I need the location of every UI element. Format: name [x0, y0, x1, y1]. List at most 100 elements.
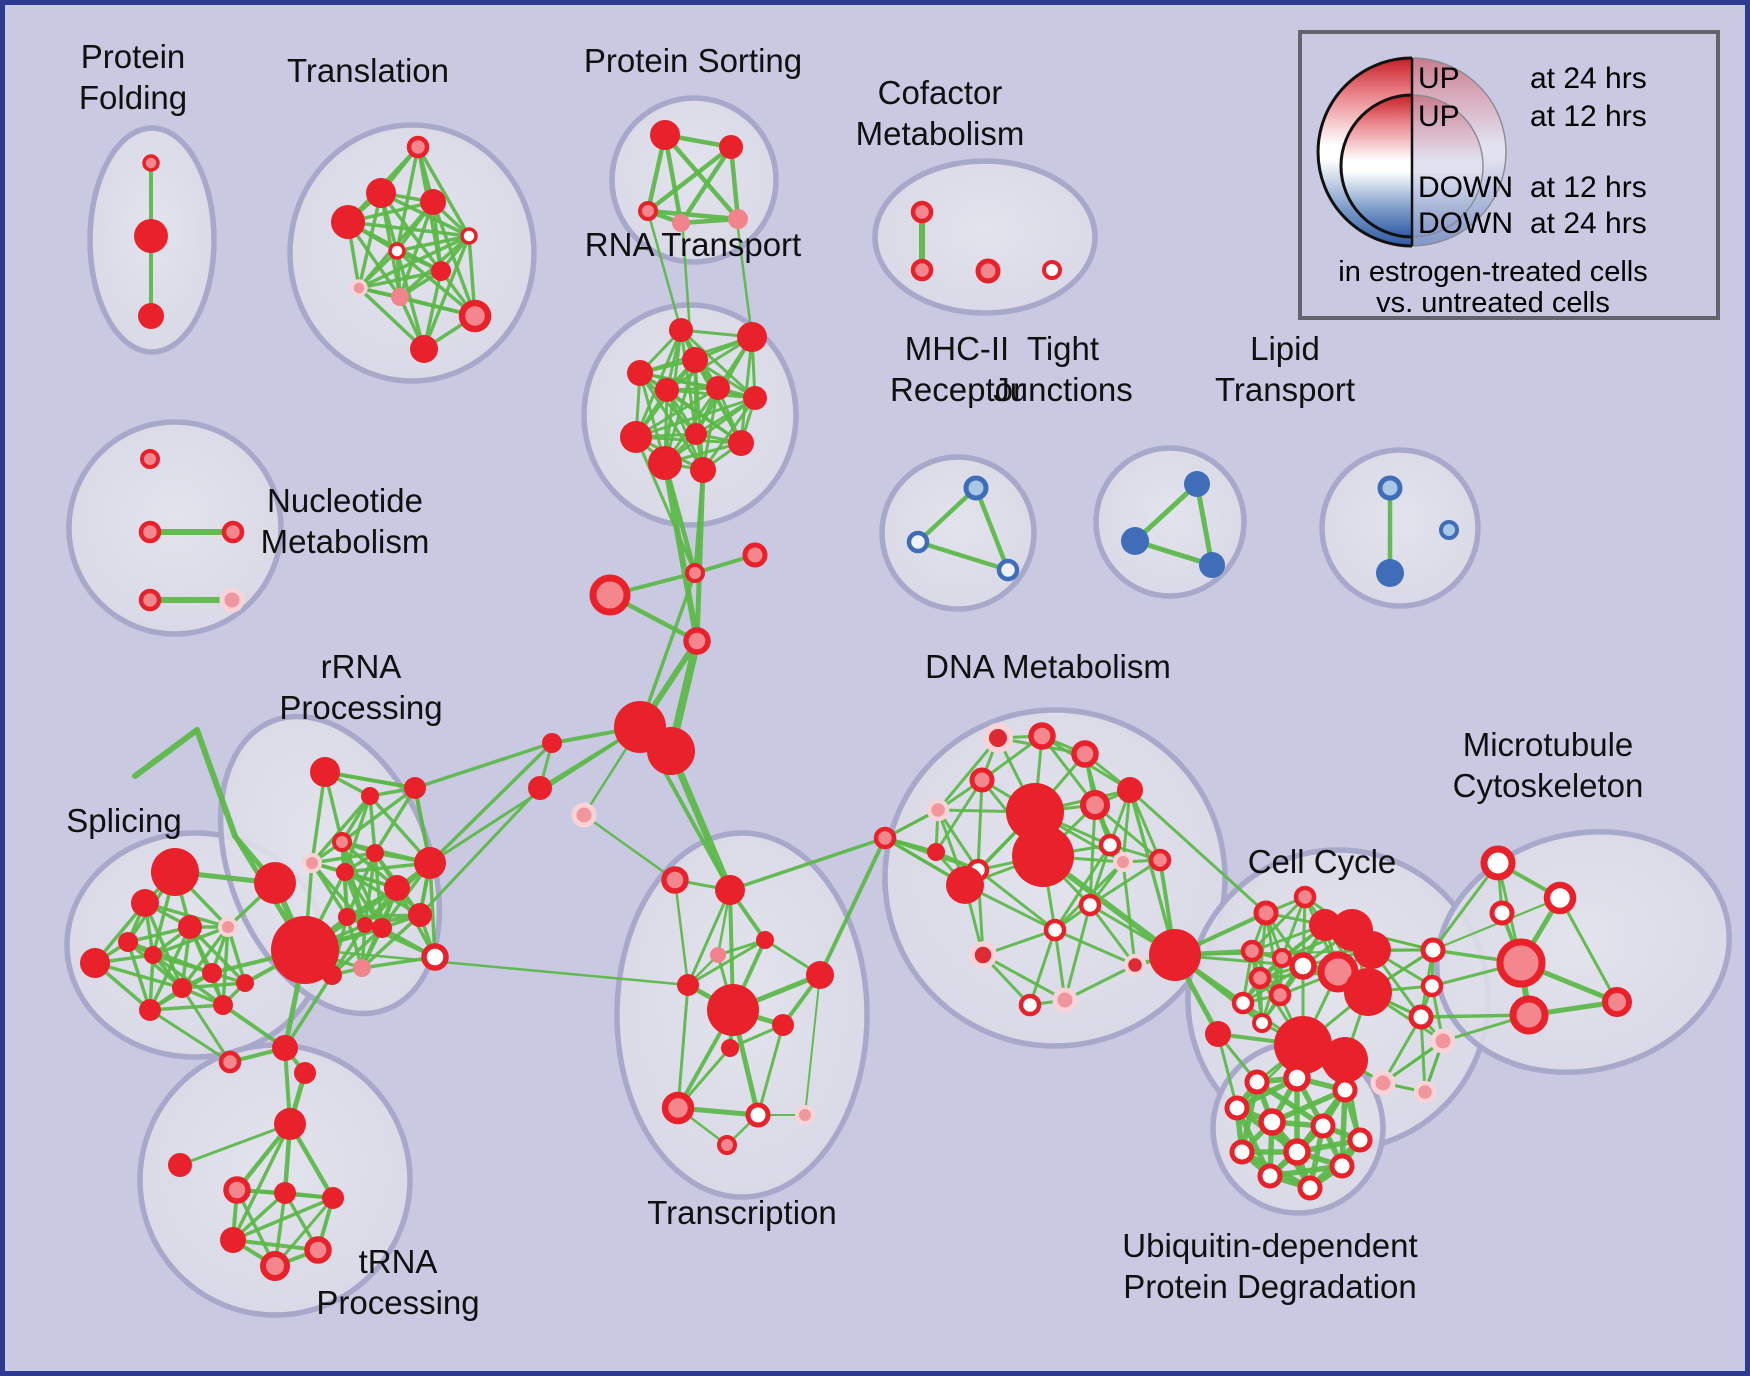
gene-node[interactable] [1439, 520, 1459, 540]
gene-node[interactable] [1322, 1037, 1368, 1083]
gene-node[interactable] [1353, 931, 1391, 969]
gene-node[interactable] [1283, 1064, 1311, 1092]
gene-node[interactable] [1283, 1138, 1311, 1166]
gene-node[interactable] [404, 777, 426, 799]
gene-node[interactable] [717, 1135, 737, 1155]
gene-node[interactable] [357, 917, 373, 933]
gene-node[interactable] [458, 299, 492, 333]
gene-node[interactable] [721, 1039, 739, 1057]
gene-node[interactable] [661, 1091, 695, 1125]
gene-node[interactable] [969, 941, 997, 969]
gene-node[interactable] [350, 279, 368, 297]
gene-node[interactable] [1121, 527, 1149, 555]
gene-node[interactable] [728, 209, 748, 229]
gene-node[interactable] [648, 446, 682, 480]
gene-node[interactable] [1543, 881, 1577, 915]
gene-node[interactable] [772, 1014, 794, 1036]
gene-node[interactable] [1148, 848, 1172, 872]
gene-node[interactable] [218, 917, 238, 937]
gene-node[interactable] [742, 542, 768, 568]
gene-node[interactable] [1370, 1070, 1396, 1096]
gene-node[interactable] [589, 574, 631, 616]
gene-node[interactable] [690, 457, 716, 483]
gene-node[interactable] [384, 875, 410, 901]
gene-node[interactable] [1240, 939, 1264, 963]
gene-node[interactable] [406, 135, 430, 159]
gene-node[interactable] [1244, 1069, 1270, 1095]
gene-node[interactable] [431, 261, 451, 281]
gene-node[interactable] [372, 918, 392, 938]
gene-node[interactable] [1602, 987, 1632, 1017]
gene-node[interactable] [1078, 893, 1102, 917]
gene-node[interactable] [391, 288, 409, 306]
gene-node[interactable] [460, 227, 478, 245]
gene-node[interactable] [655, 378, 679, 402]
gene-node[interactable] [975, 258, 1001, 284]
gene-node[interactable] [254, 862, 296, 904]
gene-node[interactable] [151, 848, 199, 896]
gene-node[interactable] [710, 947, 726, 963]
gene-node[interactable] [728, 430, 754, 456]
gene-node[interactable] [1071, 740, 1099, 768]
gene-node[interactable] [682, 347, 708, 373]
gene-node[interactable] [274, 1108, 306, 1140]
gene-node[interactable] [1224, 1095, 1250, 1121]
gene-node[interactable] [118, 932, 138, 952]
gene-node[interactable] [1274, 1016, 1332, 1074]
gene-node[interactable] [1080, 790, 1110, 820]
gene-node[interactable] [1042, 260, 1062, 280]
gene-node[interactable] [1293, 885, 1317, 909]
gene-node[interactable] [685, 423, 707, 445]
gene-node[interactable] [310, 757, 340, 787]
gene-node[interactable] [926, 798, 950, 822]
gene-node[interactable] [647, 727, 695, 775]
gene-node[interactable] [202, 963, 222, 983]
gene-node[interactable] [172, 978, 192, 998]
gene-node[interactable] [806, 961, 834, 989]
gene-node[interactable] [677, 974, 699, 996]
gene-node[interactable] [1347, 1127, 1373, 1153]
gene-node[interactable] [134, 219, 168, 253]
gene-node[interactable] [737, 322, 767, 352]
gene-node[interactable] [719, 135, 743, 159]
gene-node[interactable] [1408, 1004, 1434, 1030]
gene-node[interactable] [168, 1153, 192, 1177]
gene-node[interactable] [1430, 1028, 1456, 1054]
gene-node[interactable] [873, 826, 897, 850]
gene-node[interactable] [683, 627, 711, 655]
gene-node[interactable] [304, 1236, 332, 1264]
gene-node[interactable] [946, 866, 984, 904]
gene-node[interactable] [272, 1035, 298, 1061]
gene-node[interactable] [1420, 937, 1446, 963]
gene-node[interactable] [795, 1105, 815, 1125]
gene-node[interactable] [388, 242, 406, 260]
gene-node[interactable] [1268, 983, 1292, 1007]
gene-node[interactable] [969, 767, 995, 793]
gene-node[interactable] [1377, 475, 1403, 501]
gene-node[interactable] [338, 908, 356, 926]
gene-node[interactable] [1123, 953, 1147, 977]
gene-node[interactable] [322, 1187, 344, 1209]
gene-node[interactable] [331, 205, 365, 239]
gene-node[interactable] [1117, 777, 1143, 803]
gene-node[interactable] [1231, 991, 1255, 1015]
gene-node[interactable] [336, 863, 354, 881]
gene-node[interactable] [1028, 722, 1056, 750]
gene-node[interactable] [963, 475, 989, 501]
gene-node[interactable] [1043, 918, 1067, 942]
gene-node[interactable] [1257, 1163, 1283, 1189]
gene-node[interactable] [1329, 1153, 1355, 1179]
gene-node[interactable] [1489, 900, 1515, 926]
gene-node[interactable] [650, 120, 680, 150]
gene-node[interactable] [138, 588, 162, 612]
gene-node[interactable] [1344, 968, 1392, 1016]
gene-node[interactable] [1184, 471, 1210, 497]
gene-node[interactable] [1272, 948, 1292, 968]
gene-node[interactable] [620, 421, 652, 453]
gene-node[interactable] [361, 787, 379, 805]
gene-node[interactable] [1199, 552, 1225, 578]
gene-node[interactable] [271, 916, 339, 984]
gene-node[interactable] [661, 866, 689, 894]
gene-node[interactable] [1332, 1077, 1358, 1103]
gene-node[interactable] [218, 1050, 242, 1074]
